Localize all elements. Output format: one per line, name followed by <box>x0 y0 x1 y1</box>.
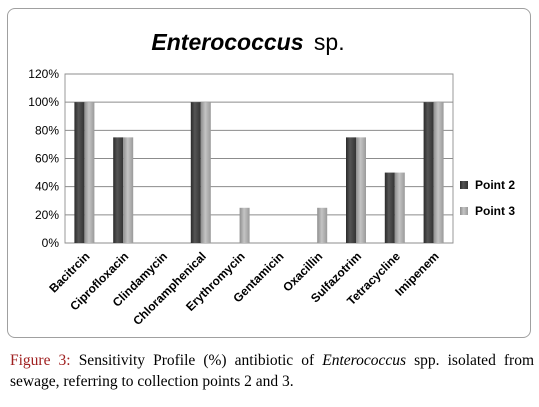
chart-title-organism: Enterococcus <box>151 29 303 55</box>
bar <box>384 172 395 243</box>
bar <box>123 137 134 243</box>
bar <box>356 137 366 243</box>
y-tick-label: 20% <box>35 208 59 222</box>
chart-frame: Enterococcus sp. 0% 20% 40% 60% 80% 100% 120% B… <box>7 8 531 338</box>
caption-organism: Enterococcus <box>322 352 407 369</box>
bar <box>317 207 328 243</box>
legend-label: Point 3 <box>475 204 515 218</box>
bar-chart: Enterococcus sp. 0%20%40%60%80%100%120%B… <box>28 29 515 328</box>
bar <box>394 172 405 243</box>
caption-text-after: spp. isolated from sewage, referring to … <box>10 352 535 390</box>
figure-caption: Figure 3: Sensitivity Profile (%) antibi… <box>10 350 534 392</box>
bar <box>423 102 434 244</box>
bar <box>84 102 95 244</box>
caption-text-before: Sensitivity Profile (%) antibiotic of <box>78 352 315 369</box>
y-tick-label: 80% <box>35 123 59 137</box>
chart-title: Enterococcus sp. <box>151 29 344 55</box>
y-tick-label: 60% <box>35 152 59 166</box>
bar <box>433 102 444 244</box>
legend-label: Point 2 <box>475 178 515 192</box>
bar <box>239 207 250 243</box>
bar <box>113 137 124 243</box>
bar <box>74 102 85 244</box>
legend: Point 2 Point 3 <box>460 178 515 218</box>
chart-title-suffix: sp. <box>314 29 345 55</box>
legend-swatch <box>460 207 468 215</box>
plot-area: 0%20%40%60%80%100%120%BacitrcinCiproflox… <box>28 67 454 328</box>
y-tick-label: 0% <box>42 236 60 250</box>
y-tick-label: 100% <box>28 95 59 109</box>
caption-label: Figure 3: <box>10 352 71 369</box>
bar <box>346 137 356 243</box>
legend-swatch <box>460 181 468 189</box>
bar <box>200 102 211 244</box>
y-tick-label: 120% <box>28 67 59 81</box>
y-tick-label: 40% <box>35 180 59 194</box>
bar <box>190 102 201 244</box>
